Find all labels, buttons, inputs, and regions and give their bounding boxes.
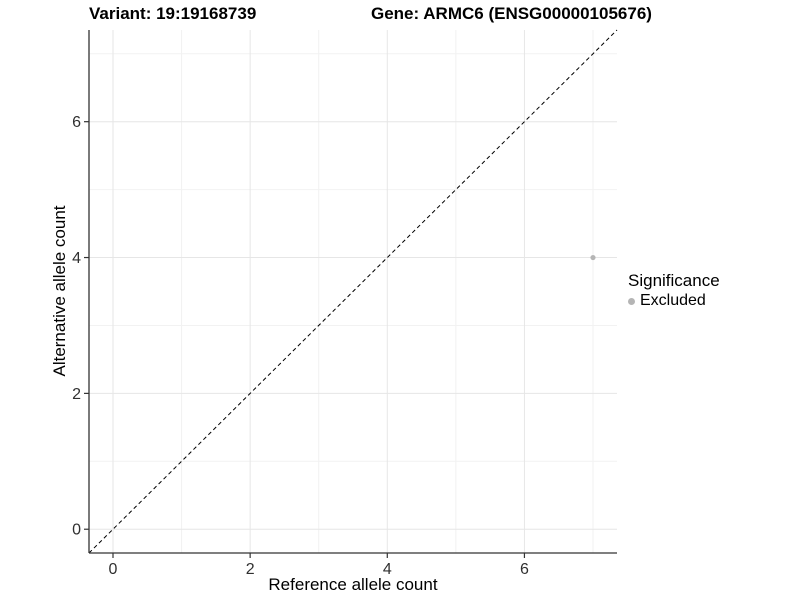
y-tick-label: 4 [72, 250, 81, 267]
x-tick-label: 4 [383, 561, 392, 578]
x-tick-label: 6 [520, 561, 529, 578]
x-tick-label: 0 [109, 561, 118, 578]
legend-point-icon [628, 297, 635, 305]
y-tick-label: 6 [72, 114, 81, 131]
legend: Significance Excluded [628, 271, 720, 310]
x-axis-title: Reference allele count [268, 575, 438, 594]
legend-label: Excluded [640, 292, 706, 309]
y-tick-label: 2 [72, 386, 81, 403]
y-axis-title: Alternative allele count [50, 205, 69, 377]
legend-item-excluded: Excluded [628, 292, 720, 310]
identity-line [88, 29, 618, 554]
data-point-excluded [590, 254, 596, 261]
plot-title-variant: Variant: 19:19168739 [89, 4, 257, 23]
y-tick-label: 0 [72, 522, 81, 539]
x-tick-label: 2 [246, 561, 255, 578]
plot-title-gene: Gene: ARMC6 (ENSG00000105676) [371, 4, 652, 23]
legend-title: Significance [628, 271, 720, 290]
